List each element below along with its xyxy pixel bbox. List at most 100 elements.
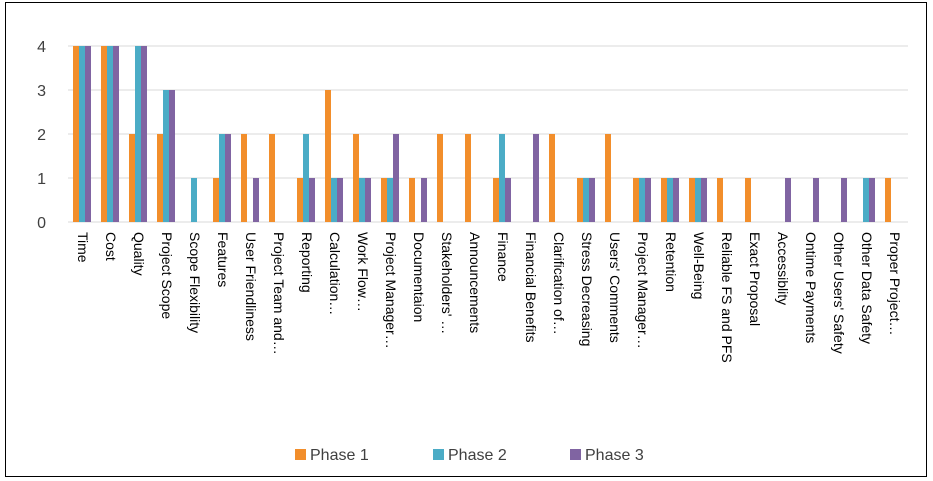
x-tick-label: Scope Flexibility (187, 232, 203, 333)
bar (745, 178, 751, 222)
x-tick-label: Project Scope (159, 232, 175, 319)
x-tick-label: Finance (495, 232, 511, 282)
y-tick-label: 4 (37, 39, 46, 56)
x-tick-label: Time (75, 232, 91, 263)
bar (667, 178, 673, 222)
bar (409, 178, 415, 222)
bar (437, 134, 443, 222)
bar (695, 178, 701, 222)
legend-label: Phase 2 (448, 447, 507, 464)
bar (101, 46, 107, 222)
x-tick-label: Users' Comments (607, 232, 623, 343)
legend-swatch (295, 449, 306, 460)
bar (219, 134, 225, 222)
bar (269, 134, 275, 222)
bar (645, 178, 651, 222)
y-tick-label: 0 (37, 215, 46, 232)
bar (549, 134, 555, 222)
bar (841, 178, 847, 222)
x-axis-labels: Time Cost Quality Project Scope Scope Flexib… (75, 232, 903, 363)
legend-label: Phase 3 (585, 447, 644, 464)
bar (393, 134, 399, 222)
bar (381, 178, 387, 222)
bar (85, 46, 91, 222)
bar (213, 178, 219, 222)
bar (583, 178, 589, 222)
bar (241, 134, 247, 222)
x-tick-label: Reliable FS and PFS (719, 232, 735, 363)
bar (107, 46, 113, 222)
x-tick-label: Calculation… (327, 232, 343, 315)
x-tick-label: Quality (131, 232, 147, 276)
bar (359, 178, 365, 222)
x-tick-label: Retention (663, 232, 679, 292)
bar (73, 46, 79, 222)
y-tick-label: 3 (37, 83, 46, 100)
chart-frame (5, 2, 927, 477)
bar (353, 134, 359, 222)
bar (129, 134, 135, 222)
bar (337, 178, 343, 222)
bar (169, 90, 175, 222)
x-tick-label: Stakeholders' … (439, 232, 455, 334)
bar (465, 134, 471, 222)
y-axis-ticks: 0 1 2 3 4 (37, 39, 46, 232)
gridlines (68, 45, 908, 223)
legend-swatch (433, 449, 444, 460)
x-tick-label: Project Manager… (383, 232, 399, 349)
bar (331, 178, 337, 222)
x-tick-label: Financial Benefits (523, 232, 539, 343)
bar (297, 178, 303, 222)
x-tick-label: Exact Proposal (747, 232, 763, 326)
x-tick-label: Project Manager… (635, 232, 651, 349)
bar (79, 46, 85, 222)
x-tick-label: Well-Being (691, 232, 707, 299)
bar (163, 90, 169, 222)
x-tick-label: Proper Project… (887, 232, 903, 335)
x-tick-label: Features (215, 232, 231, 287)
x-tick-label: Work Flow… (355, 232, 371, 312)
y-tick-label: 1 (37, 171, 46, 188)
bar (493, 178, 499, 222)
bar (673, 178, 679, 222)
legend-label: Phase 1 (310, 447, 369, 464)
bar (813, 178, 819, 222)
bar (499, 134, 505, 222)
bar (191, 178, 197, 222)
bar (885, 178, 891, 222)
bar (113, 46, 119, 222)
bar (605, 134, 611, 222)
bar (863, 178, 869, 222)
x-tick-label: User Friendliness (243, 232, 259, 341)
bar (225, 134, 231, 222)
y-tick-label: 2 (37, 127, 46, 144)
bar (589, 178, 595, 222)
x-tick-label: Other Data Safety (859, 232, 875, 344)
x-tick-label: Documentaion (411, 232, 427, 322)
bar (309, 178, 315, 222)
bar (303, 134, 309, 222)
x-tick-label: Reporting (299, 232, 315, 293)
bars (73, 46, 891, 222)
bar (157, 134, 163, 222)
bar (387, 178, 393, 222)
bar (785, 178, 791, 222)
x-tick-label: Announcements (467, 232, 483, 333)
bar (701, 178, 707, 222)
x-tick-label: Stress Decreasing (579, 232, 595, 346)
x-tick-label: Accessiblity (775, 232, 791, 305)
x-tick-label: Project Team and… (271, 232, 287, 355)
x-tick-label: Clarification of… (551, 232, 567, 335)
bar (533, 134, 539, 222)
bar (639, 178, 645, 222)
bar (689, 178, 695, 222)
legend-swatch (570, 449, 581, 460)
bar (869, 178, 875, 222)
bar (253, 178, 259, 222)
bar (577, 178, 583, 222)
bar (717, 178, 723, 222)
bar (661, 178, 667, 222)
bar (421, 178, 427, 222)
bar (505, 178, 511, 222)
